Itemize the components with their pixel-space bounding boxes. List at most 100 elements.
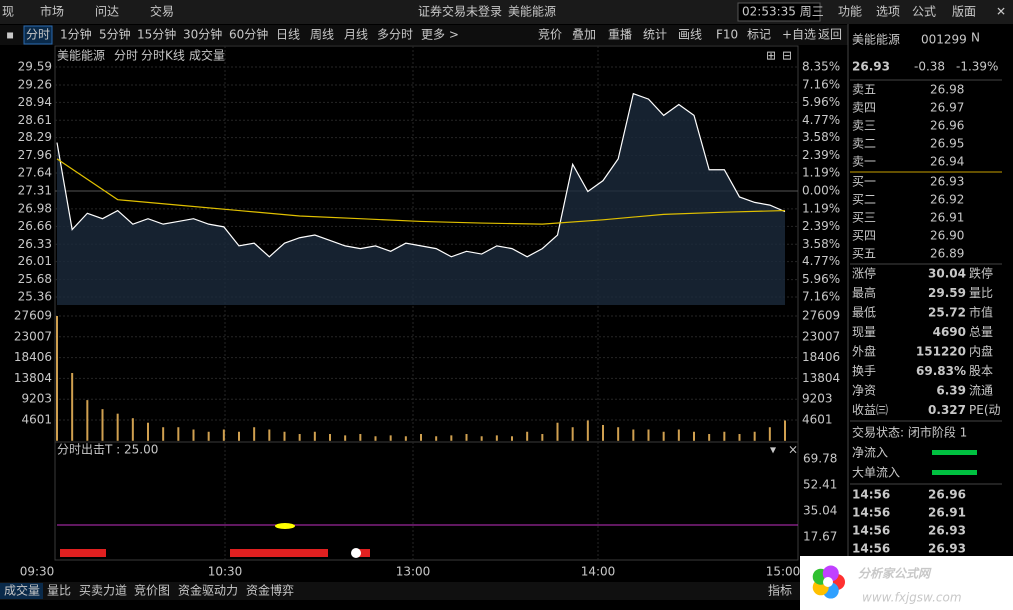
menu-item[interactable]: 功能 xyxy=(838,5,862,19)
volume-bar xyxy=(222,429,225,441)
period-tab[interactable]: 更多 > xyxy=(421,28,459,42)
chart-title: 美能能源 xyxy=(57,49,105,63)
volume-tick-label: 23007 xyxy=(14,329,52,343)
volume-tick-label: 13804 xyxy=(14,371,52,385)
period-tab[interactable]: 15分钟 xyxy=(137,27,176,42)
order-label: 买五 xyxy=(852,247,876,261)
volume-bar xyxy=(329,434,331,441)
menu-item[interactable]: 版面 xyxy=(952,5,976,19)
bottom-tab[interactable]: 成交量 xyxy=(4,583,40,598)
period-tab[interactable]: 多分时 xyxy=(377,28,413,42)
volume-tick-label: 18406 xyxy=(802,350,840,364)
stat-label: 最高 xyxy=(852,285,876,300)
tool-button[interactable]: 竞价 xyxy=(538,28,562,42)
options-icon[interactable]: ⊟ xyxy=(782,49,792,63)
tool-button[interactable]: 统计 xyxy=(643,28,667,42)
order-label: 卖一 xyxy=(852,155,876,169)
bottom-tab[interactable]: 资金驱动力 xyxy=(178,583,238,598)
chart-tab[interactable]: 分时K线 xyxy=(141,49,185,63)
volume-tick-label: 4601 xyxy=(802,413,833,427)
tool-button[interactable]: 重播 xyxy=(608,28,632,42)
menu-item[interactable]: 公式 xyxy=(912,5,936,19)
close-button[interactable]: ✕ xyxy=(996,5,1006,19)
volume-tick-label: 27609 xyxy=(14,309,52,323)
bottom-tab[interactable]: 资金博弈 xyxy=(246,583,294,598)
collapse-icon[interactable]: ▪ xyxy=(6,28,14,42)
period-tab[interactable]: 日线 xyxy=(276,28,300,42)
trade-time: 14:56 xyxy=(852,524,890,538)
period-tab[interactable]: 5分钟 xyxy=(99,27,131,42)
bottom-tab[interactable]: 买卖力道 xyxy=(79,584,127,598)
bottom-tab[interactable]: 量比 xyxy=(47,584,71,598)
menu-item[interactable]: 选项 xyxy=(876,5,900,19)
volume-bar xyxy=(298,434,301,441)
volume-bar xyxy=(86,400,89,441)
add-icon[interactable]: ⊞ xyxy=(766,49,776,63)
volume-bar xyxy=(238,431,240,441)
period-tab[interactable]: 月线 xyxy=(344,28,368,42)
tool-button[interactable]: 返回 xyxy=(818,28,842,42)
time-label: 14:00 xyxy=(581,565,616,579)
stat-label: 净资 xyxy=(852,384,876,398)
tool-button[interactable]: +自选 xyxy=(782,28,816,42)
period-tab[interactable]: 30分钟 xyxy=(183,27,222,42)
bottom-bar xyxy=(0,582,848,600)
period-tab[interactable]: 周线 xyxy=(310,28,334,42)
menu-item[interactable]: 交易 xyxy=(150,4,174,19)
price-tick-label: 26.98 xyxy=(18,201,52,215)
pct-tick-label: 2.39% xyxy=(802,219,840,233)
notice: 证券交易未登录 xyxy=(418,4,502,19)
dropdown-icon[interactable]: ▾ xyxy=(770,443,776,457)
trade-price: 26.93 xyxy=(928,542,966,556)
volume-bar xyxy=(177,427,180,441)
close-icon[interactable]: × xyxy=(788,443,798,457)
volume-bar xyxy=(359,434,362,441)
menu-item[interactable]: 市场 xyxy=(40,4,64,19)
menu-item[interactable]: 现 xyxy=(2,5,14,19)
volume-bar xyxy=(632,429,635,441)
period-tab[interactable]: 分时 xyxy=(26,28,50,42)
indicator-button[interactable]: 指标 xyxy=(768,583,792,598)
toolbar xyxy=(0,25,848,45)
order-label: 买三 xyxy=(852,211,876,225)
volume-bar xyxy=(56,316,58,441)
stat-label: 换手 xyxy=(852,364,876,378)
indicator-tick-label: 52.41 xyxy=(803,478,837,492)
volume-bar xyxy=(450,435,453,441)
volume-bar xyxy=(784,420,786,441)
volume-bar xyxy=(662,431,665,441)
volume-bar xyxy=(677,429,680,441)
tool-button[interactable]: 画线 xyxy=(678,28,702,42)
stat-value: 69.83% xyxy=(916,364,966,378)
stat-label: 涨停 xyxy=(852,266,876,281)
stat-label: 跌停 xyxy=(969,266,993,281)
clock: 02:53:35 周三 xyxy=(742,5,824,19)
price-tick-label: 25.68 xyxy=(18,272,52,286)
stat-label: 股本 xyxy=(969,364,993,378)
quote-tag: N xyxy=(971,31,980,45)
period-tab[interactable]: 1分钟 xyxy=(60,27,92,42)
pct-tick-label: 3.58% xyxy=(802,130,840,144)
chart-tab[interactable]: 分时 xyxy=(114,49,138,63)
bottom-tab[interactable]: 竞价图 xyxy=(134,584,170,598)
volume-tick-label: 13804 xyxy=(802,371,840,385)
order-label: 买二 xyxy=(852,193,876,207)
order-price: 26.92 xyxy=(930,193,964,207)
period-tab[interactable]: 60分钟 xyxy=(229,27,268,42)
signal xyxy=(358,549,370,557)
volume-bar xyxy=(147,422,149,441)
pct-tick-label: 1.19% xyxy=(802,166,840,180)
volume-bar xyxy=(647,429,650,441)
tool-button[interactable]: 叠加 xyxy=(572,28,596,42)
chart-tab[interactable]: 成交量 xyxy=(189,48,225,63)
order-price: 26.94 xyxy=(930,155,964,169)
menu-item[interactable]: 问达 xyxy=(95,5,119,19)
tool-button[interactable]: F10 xyxy=(716,28,738,42)
stat-label: 市值 xyxy=(969,305,993,320)
volume-bar xyxy=(693,431,695,441)
quote-pct: -1.39% xyxy=(956,60,998,74)
price-tick-label: 25.36 xyxy=(18,290,52,304)
tool-button[interactable]: 标记 xyxy=(747,28,771,42)
stat-label: 外盘 xyxy=(852,344,876,359)
price-area xyxy=(57,93,785,305)
